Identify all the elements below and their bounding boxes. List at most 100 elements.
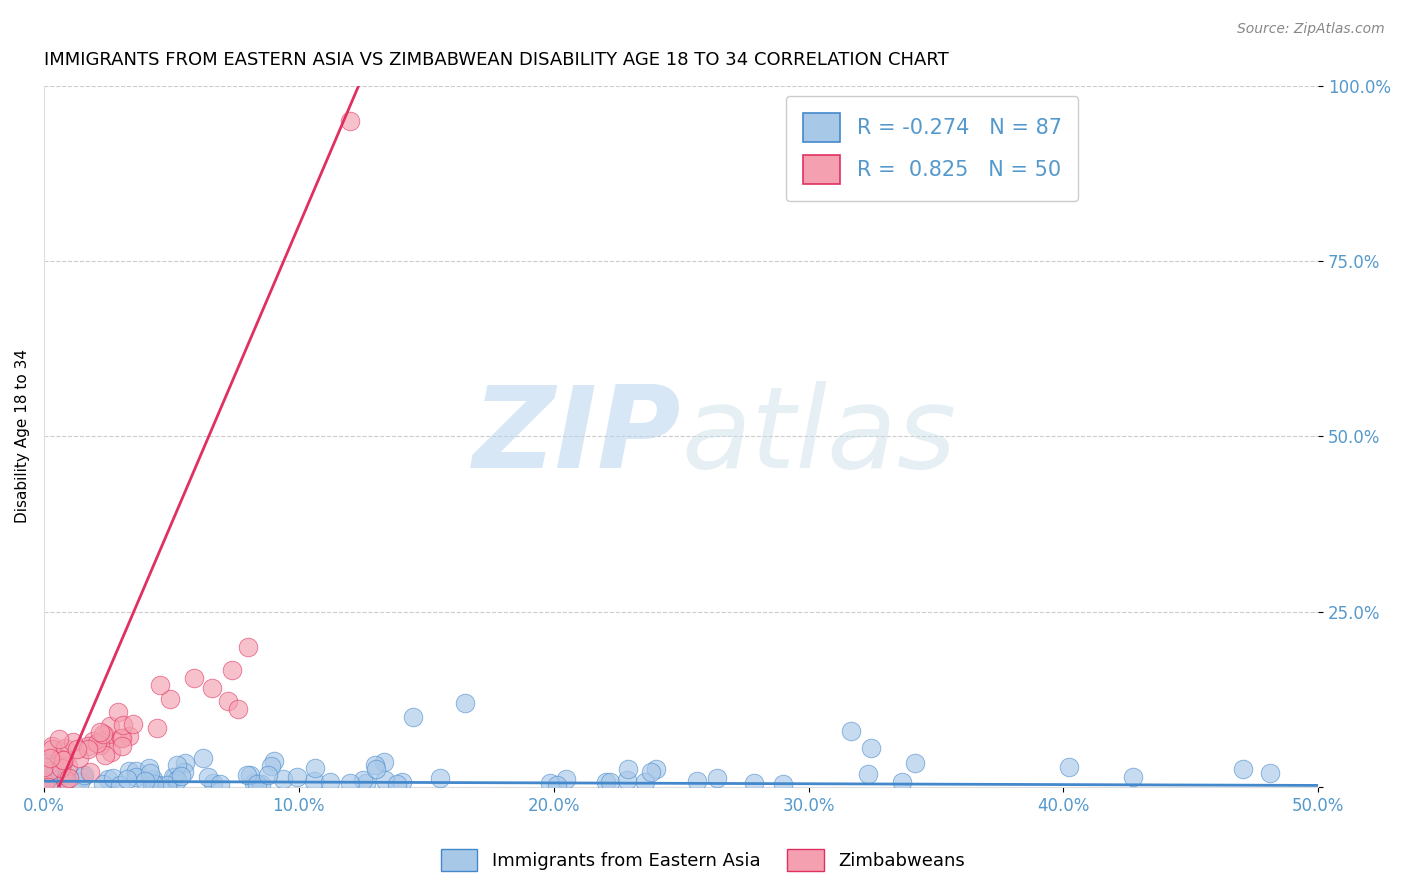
- Point: [173, 764, 195, 779]
- Point: [159, 692, 181, 706]
- Point: [256, 768, 278, 782]
- Point: [149, 678, 172, 692]
- Point: [839, 723, 862, 738]
- Point: [76, 739, 98, 753]
- Point: [339, 113, 361, 128]
- Point: [53, 753, 76, 767]
- Point: [285, 770, 308, 784]
- Point: [101, 771, 124, 785]
- Point: [125, 770, 148, 784]
- Point: [249, 777, 271, 791]
- Point: [34, 775, 56, 789]
- Point: [221, 663, 243, 677]
- Point: [51, 744, 73, 758]
- Point: [183, 671, 205, 685]
- Point: [373, 755, 395, 769]
- Point: [239, 768, 262, 782]
- Point: [67, 751, 90, 765]
- Point: [595, 774, 617, 789]
- Point: [118, 764, 141, 778]
- Point: [645, 762, 668, 776]
- Point: [98, 719, 121, 733]
- Point: [141, 776, 163, 790]
- Point: [41, 741, 63, 756]
- Point: [686, 774, 709, 789]
- Point: [62, 735, 84, 749]
- Point: [616, 773, 638, 788]
- Point: [354, 775, 377, 789]
- Point: [146, 721, 169, 735]
- Point: [148, 778, 170, 792]
- Legend: Immigrants from Eastern Asia, Zimbabweans: Immigrants from Eastern Asia, Zimbabwean…: [434, 842, 972, 879]
- Point: [236, 768, 259, 782]
- Point: [263, 754, 285, 768]
- Point: [66, 741, 89, 756]
- Point: [173, 756, 195, 770]
- Point: [91, 776, 114, 790]
- Point: [73, 768, 96, 782]
- Point: [48, 732, 70, 747]
- Point: [134, 773, 156, 788]
- Point: [236, 640, 259, 654]
- Point: [115, 772, 138, 786]
- Point: [37, 780, 59, 794]
- Point: [44, 775, 66, 789]
- Point: [364, 762, 387, 776]
- Point: [538, 776, 561, 790]
- Point: [94, 748, 117, 763]
- Y-axis label: Disability Age 18 to 34: Disability Age 18 to 34: [15, 349, 30, 524]
- Point: [208, 777, 231, 791]
- Point: [91, 727, 114, 741]
- Point: [1059, 759, 1081, 773]
- Point: [169, 769, 191, 783]
- Point: [34, 779, 56, 793]
- Point: [142, 777, 165, 791]
- Point: [599, 775, 621, 789]
- Point: [56, 764, 79, 779]
- Point: [138, 761, 160, 775]
- Point: [339, 776, 361, 790]
- Point: [271, 772, 294, 787]
- Point: [640, 764, 662, 779]
- Point: [38, 750, 60, 764]
- Point: [122, 717, 145, 731]
- Point: [111, 739, 134, 754]
- Point: [166, 758, 188, 772]
- Point: [304, 773, 326, 788]
- Point: [53, 740, 76, 755]
- Point: [38, 764, 60, 779]
- Point: [58, 771, 80, 785]
- Point: [35, 756, 58, 771]
- Point: [111, 718, 134, 732]
- Point: [35, 772, 58, 787]
- Point: [1232, 762, 1254, 776]
- Point: [429, 771, 451, 785]
- Point: [41, 739, 63, 754]
- Point: [69, 775, 91, 789]
- Point: [53, 773, 76, 788]
- Point: [32, 760, 55, 774]
- Point: [401, 709, 423, 723]
- Point: [226, 702, 249, 716]
- Point: [86, 736, 108, 750]
- Point: [364, 758, 387, 772]
- Point: [860, 741, 883, 756]
- Text: IMMIGRANTS FROM EASTERN ASIA VS ZIMBABWEAN DISABILITY AGE 18 TO 34 CORRELATION C: IMMIGRANTS FROM EASTERN ASIA VS ZIMBABWE…: [44, 51, 949, 69]
- Point: [139, 766, 162, 780]
- Point: [193, 751, 215, 765]
- Point: [55, 773, 77, 788]
- Point: [82, 733, 104, 747]
- Text: ZIP: ZIP: [472, 381, 681, 491]
- Point: [97, 772, 120, 786]
- Text: Source: ZipAtlas.com: Source: ZipAtlas.com: [1237, 22, 1385, 37]
- Point: [125, 764, 148, 778]
- Point: [72, 770, 94, 784]
- Point: [141, 778, 163, 792]
- Text: atlas: atlas: [681, 381, 956, 491]
- Point: [319, 774, 342, 789]
- Point: [856, 767, 879, 781]
- Point: [634, 775, 657, 789]
- Point: [454, 696, 477, 710]
- Point: [385, 776, 408, 790]
- Point: [38, 770, 60, 784]
